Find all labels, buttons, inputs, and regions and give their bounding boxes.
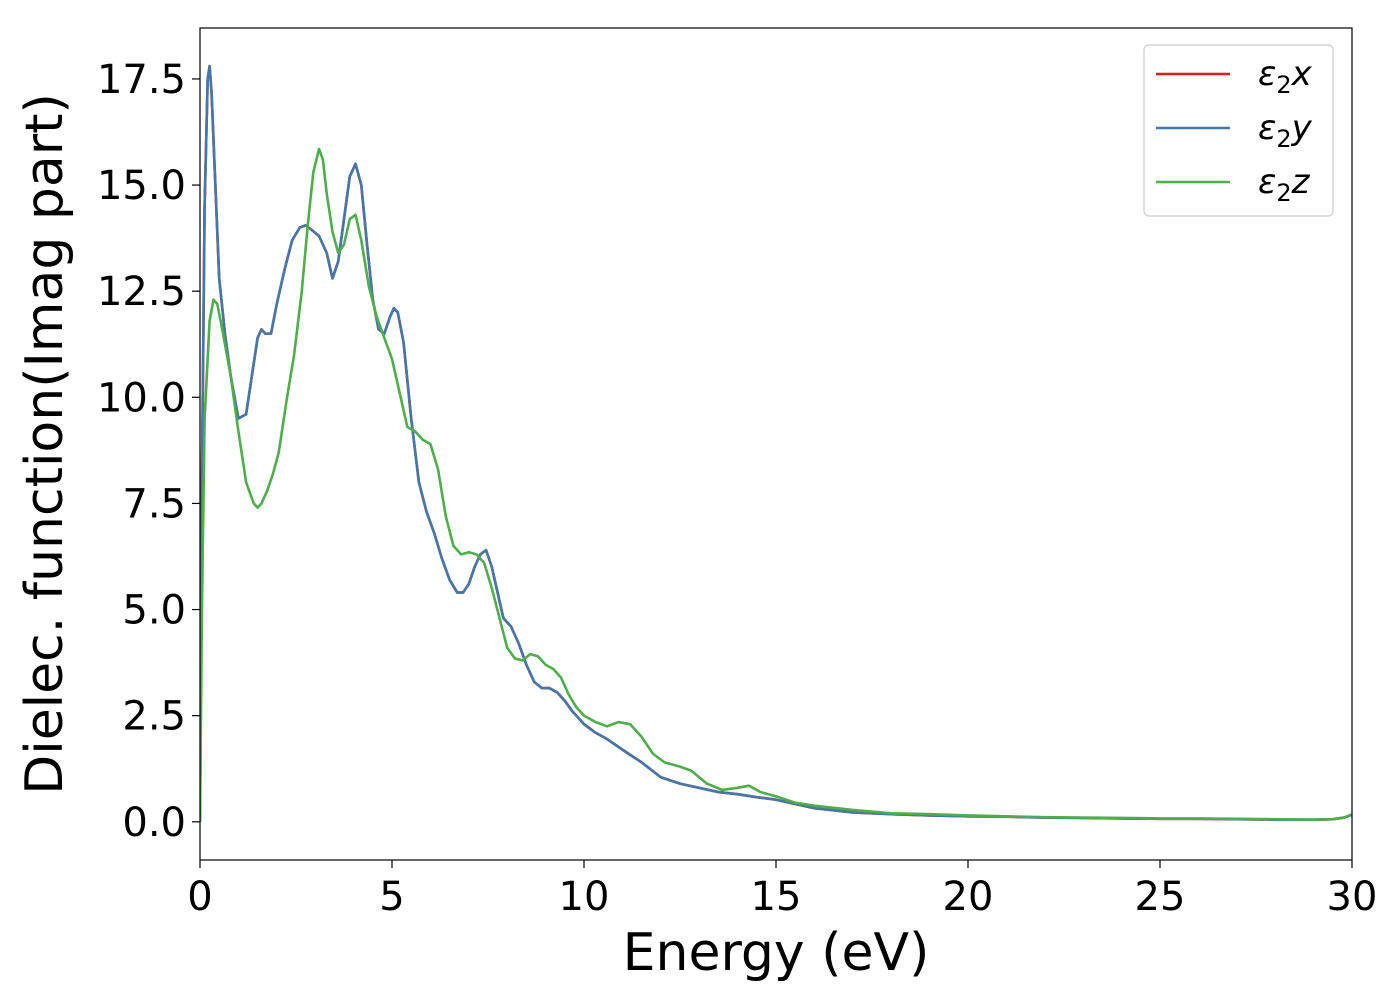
y-tick-label: 2.5 — [122, 694, 186, 740]
x-tick-label: 30 — [1327, 874, 1378, 920]
legend-symbol: ε — [1258, 54, 1276, 94]
y-tick-label: 15.0 — [97, 163, 186, 209]
legend-suffix: x — [1291, 54, 1313, 94]
y-tick-label: 10.0 — [97, 375, 186, 421]
series-layer — [200, 64, 1352, 822]
legend-entry: ε2y — [1258, 108, 1313, 153]
legend-suffix: z — [1291, 162, 1311, 202]
x-tick-label: 0 — [187, 874, 212, 920]
y-tick-label: 5.0 — [122, 588, 186, 634]
legend-subscript: 2 — [1276, 125, 1291, 153]
y-tick-label: 7.5 — [122, 481, 186, 527]
x-axis-label: Energy (eV) — [623, 923, 930, 983]
legend-subscript: 2 — [1276, 71, 1291, 99]
y-axis-label: Dielec. function(Imag part) — [15, 93, 75, 795]
x-tick-label: 25 — [1135, 874, 1186, 920]
legend-subscript: 2 — [1276, 179, 1291, 207]
y-tick-label: 17.5 — [97, 57, 186, 103]
x-tick-label: 10 — [559, 874, 610, 920]
x-axis-ticks: 0 5 10 15 20 25 30 — [187, 860, 1377, 920]
y-tick-label: 0.0 — [122, 800, 186, 846]
legend-entry: ε2x — [1258, 54, 1313, 99]
x-tick-label: 5 — [379, 874, 404, 920]
legend-symbol: ε — [1258, 108, 1276, 148]
series-line-z — [200, 147, 1352, 822]
y-axis-ticks: 0.0 2.5 5.0 7.5 10.0 12.5 15.0 17.5 — [97, 57, 200, 846]
legend-box — [1143, 44, 1334, 217]
legend-symbol: ε — [1258, 162, 1276, 202]
legend-entry: ε2z — [1258, 162, 1311, 207]
legend-suffix: y — [1291, 108, 1313, 148]
y-tick-label: 12.5 — [97, 269, 186, 315]
series-line-y — [200, 64, 1352, 822]
x-tick-label: 20 — [943, 874, 994, 920]
x-tick-label: 15 — [751, 874, 802, 920]
